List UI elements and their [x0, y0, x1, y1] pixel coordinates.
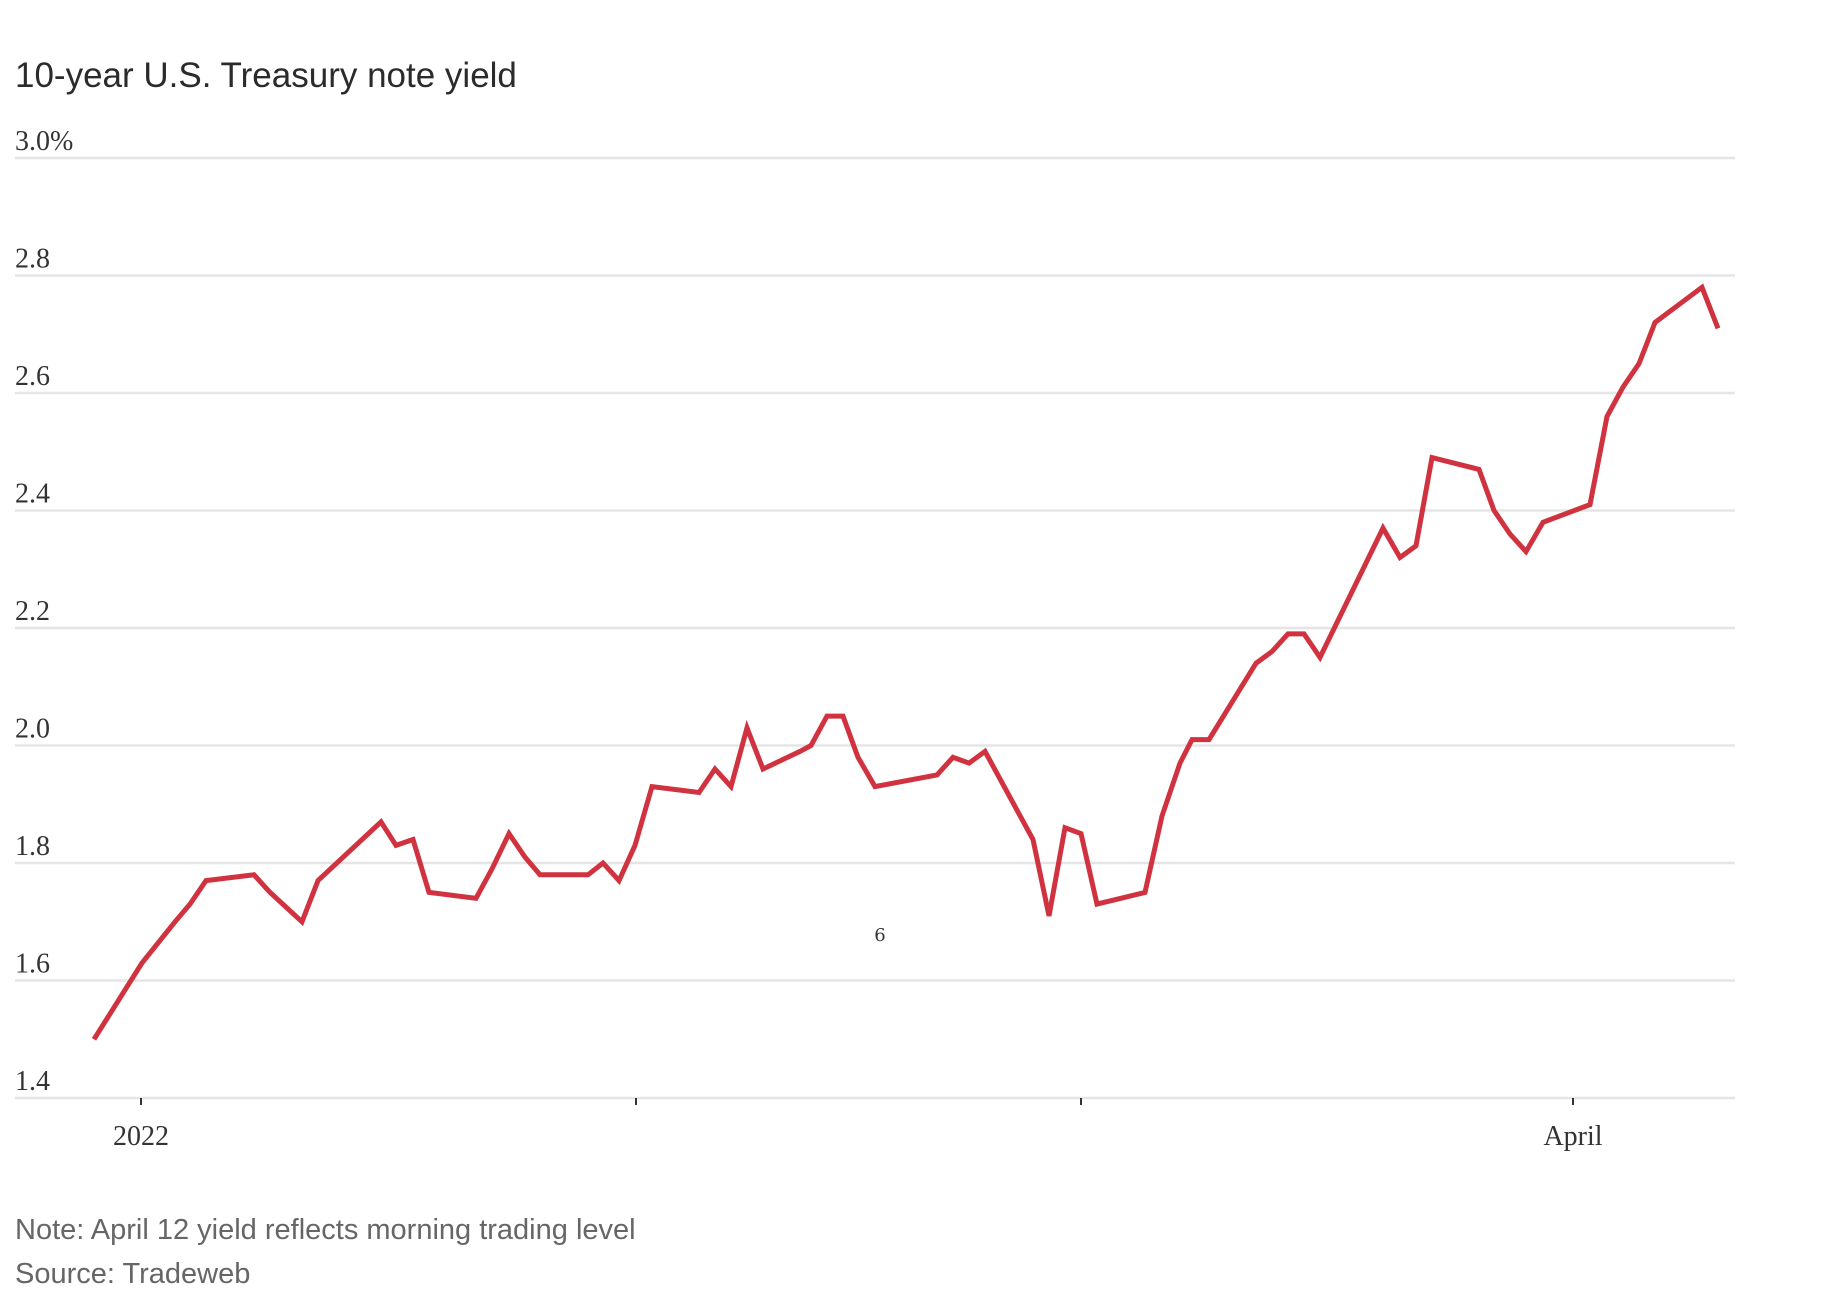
- y-tick-label: 2.8: [15, 244, 50, 275]
- y-gridlines: [15, 156, 1735, 1100]
- y-tick-label: 1.6: [15, 949, 50, 980]
- footnote: Note: April 12 yield reflects morning tr…: [15, 1214, 636, 1246]
- y-tick-label: 2.6: [15, 361, 50, 392]
- stray-glyph: 6: [874, 925, 885, 946]
- x-tick-label: April: [1543, 1121, 1602, 1152]
- yield-line: [91, 283, 1721, 1041]
- x-axis: 2022 April: [113, 1098, 1603, 1152]
- source-credit: Source: Tradeweb: [15, 1258, 251, 1290]
- chart-title: 10-year U.S. Treasury note yield: [15, 56, 517, 95]
- y-tick-label: 1.4: [15, 1066, 50, 1097]
- y-tick-label: 1.8: [15, 831, 50, 862]
- y-axis-labels: 1.4 1.6 1.8 2.0 2.2 2.4 2.6 2.8 3.0%: [15, 126, 73, 1097]
- x-tick-label: 2022: [113, 1121, 169, 1152]
- y-tick-label: 2.0: [15, 714, 50, 745]
- y-tick-label: 2.2: [15, 596, 50, 627]
- y-tick-label: 3.0%: [15, 126, 73, 157]
- y-tick-label: 2.4: [15, 479, 50, 510]
